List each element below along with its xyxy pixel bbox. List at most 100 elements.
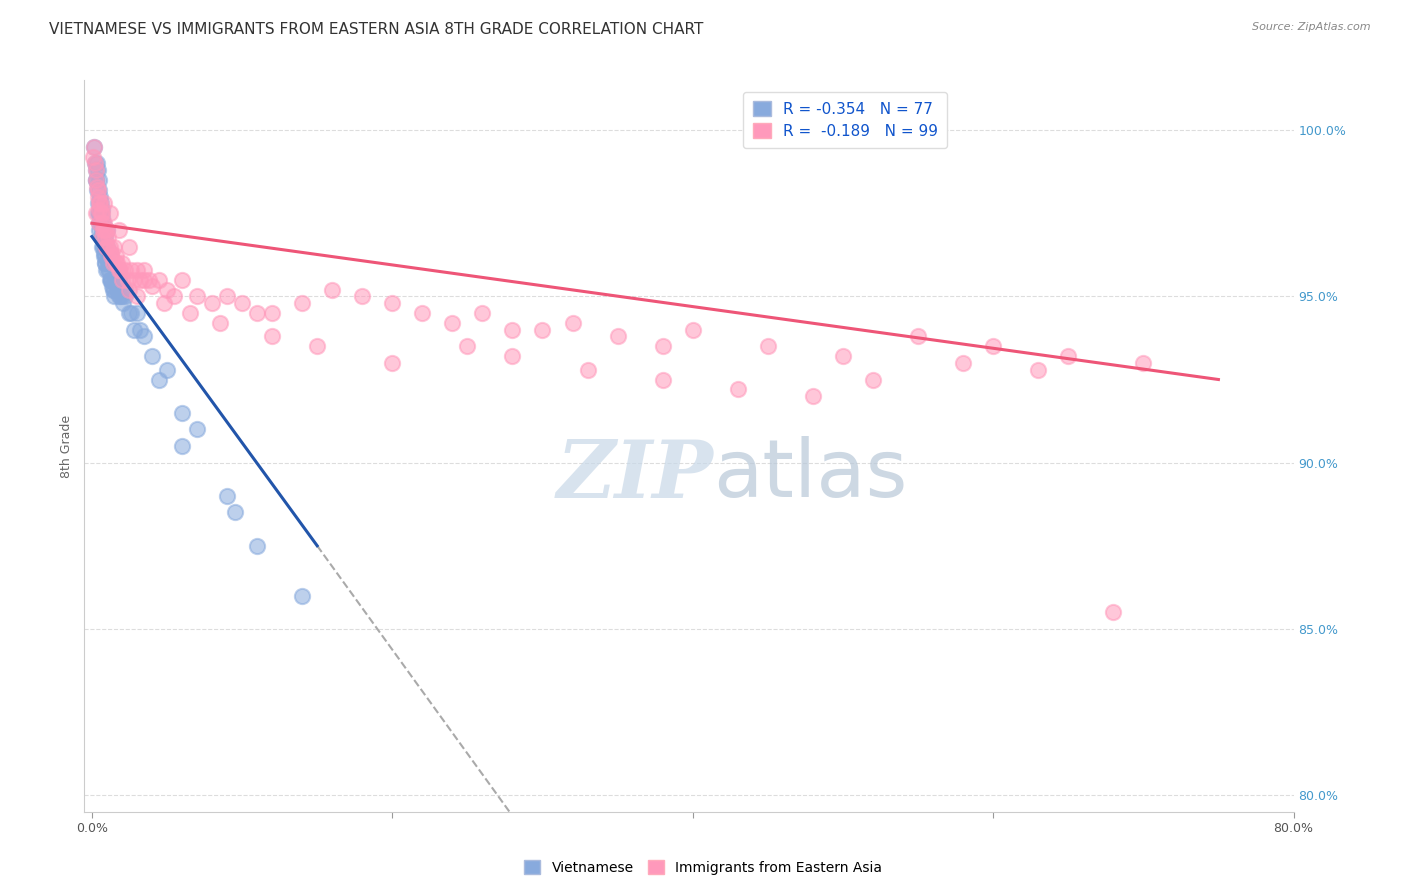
Point xyxy=(134,329,156,343)
Point xyxy=(307,339,329,353)
Point xyxy=(89,216,111,230)
Point xyxy=(952,356,974,370)
Point xyxy=(862,372,884,386)
Point xyxy=(87,206,110,220)
Point xyxy=(651,372,673,386)
Point xyxy=(107,283,129,297)
Point xyxy=(381,296,404,310)
Point xyxy=(801,389,824,403)
Point xyxy=(87,173,110,187)
Point xyxy=(125,262,148,277)
Legend: R = -0.354   N = 77, R =  -0.189   N = 99: R = -0.354 N = 77, R = -0.189 N = 99 xyxy=(744,92,948,148)
Point xyxy=(170,439,193,453)
Point xyxy=(87,183,110,197)
Point xyxy=(118,306,141,320)
Point xyxy=(321,283,343,297)
Point xyxy=(90,216,112,230)
Point xyxy=(118,283,141,297)
Point xyxy=(97,256,120,270)
Point xyxy=(93,196,115,211)
Point xyxy=(682,323,704,337)
Point xyxy=(1026,362,1049,376)
Point xyxy=(114,262,136,277)
Point xyxy=(352,289,374,303)
Point xyxy=(87,206,110,220)
Point xyxy=(101,279,124,293)
Point xyxy=(86,179,108,194)
Point xyxy=(93,246,115,260)
Y-axis label: 8th Grade: 8th Grade xyxy=(59,415,73,477)
Point xyxy=(93,223,115,237)
Point xyxy=(93,250,115,264)
Point xyxy=(148,372,170,386)
Point xyxy=(441,316,464,330)
Point xyxy=(129,323,152,337)
Point xyxy=(90,216,112,230)
Text: atlas: atlas xyxy=(713,436,907,515)
Point xyxy=(411,306,433,320)
Point xyxy=(1102,605,1125,619)
Point xyxy=(125,289,148,303)
Point xyxy=(141,349,163,363)
Point xyxy=(122,323,145,337)
Point xyxy=(91,223,114,237)
Point xyxy=(98,206,121,220)
Point xyxy=(832,349,855,363)
Point xyxy=(91,229,114,244)
Point xyxy=(125,306,148,320)
Point xyxy=(94,239,117,253)
Point xyxy=(208,316,231,330)
Point xyxy=(101,283,124,297)
Point xyxy=(201,296,224,310)
Point xyxy=(83,140,105,154)
Point xyxy=(108,273,131,287)
Point xyxy=(94,256,117,270)
Point xyxy=(89,189,111,203)
Point xyxy=(87,163,110,178)
Point xyxy=(907,329,929,343)
Point xyxy=(87,196,110,211)
Point xyxy=(606,329,628,343)
Point xyxy=(96,223,118,237)
Point xyxy=(103,283,125,297)
Point xyxy=(122,273,145,287)
Point xyxy=(120,262,142,277)
Point xyxy=(93,216,115,230)
Point xyxy=(170,273,193,287)
Point xyxy=(87,189,110,203)
Point xyxy=(84,173,107,187)
Point xyxy=(112,296,135,310)
Point xyxy=(100,250,122,264)
Point xyxy=(501,349,523,363)
Point xyxy=(163,289,186,303)
Point xyxy=(156,283,179,297)
Point xyxy=(727,383,749,397)
Point xyxy=(83,140,105,154)
Point xyxy=(561,316,583,330)
Point xyxy=(156,362,179,376)
Point xyxy=(246,539,269,553)
Point xyxy=(89,223,111,237)
Point xyxy=(134,273,156,287)
Point xyxy=(83,156,105,170)
Point xyxy=(262,329,284,343)
Point xyxy=(98,246,121,260)
Point xyxy=(170,406,193,420)
Point xyxy=(148,273,170,287)
Point xyxy=(93,250,115,264)
Point xyxy=(501,323,523,337)
Point xyxy=(86,183,108,197)
Text: ZIP: ZIP xyxy=(557,436,713,514)
Point xyxy=(89,202,111,217)
Point xyxy=(89,216,111,230)
Point xyxy=(246,306,269,320)
Point xyxy=(114,289,136,303)
Point xyxy=(456,339,478,353)
Point xyxy=(1057,349,1080,363)
Point xyxy=(101,256,124,270)
Point xyxy=(96,239,118,253)
Point xyxy=(90,206,112,220)
Text: VIETNAMESE VS IMMIGRANTS FROM EASTERN ASIA 8TH GRADE CORRELATION CHART: VIETNAMESE VS IMMIGRANTS FROM EASTERN AS… xyxy=(49,22,703,37)
Point xyxy=(86,173,108,187)
Point xyxy=(117,273,139,287)
